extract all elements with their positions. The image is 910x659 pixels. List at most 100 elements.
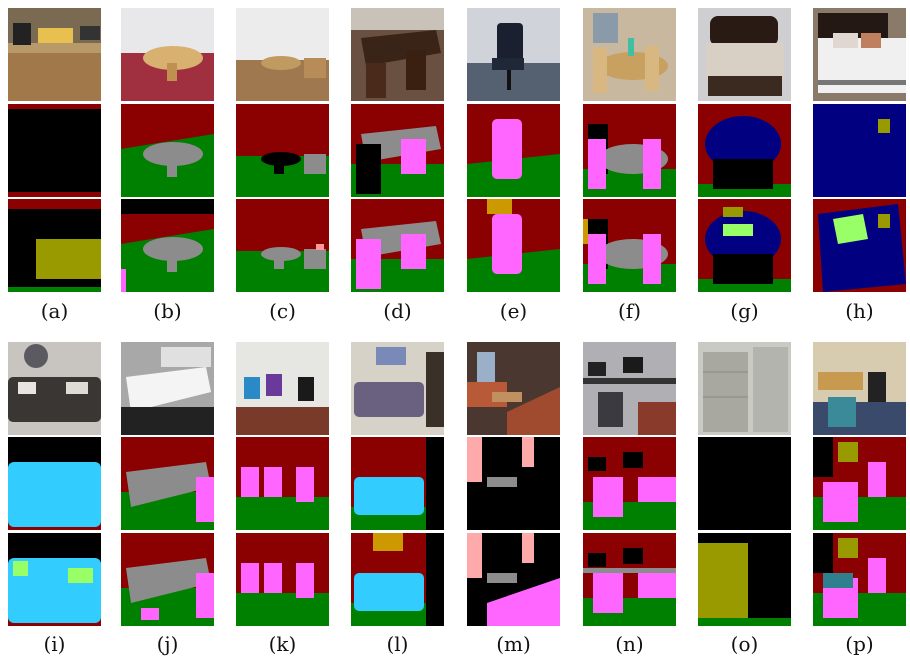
panel-photo-image — [236, 8, 329, 101]
panel-label: (e) — [499, 299, 528, 323]
panel-ground-truth-image — [583, 104, 676, 197]
panel-ground-truth — [467, 437, 560, 530]
panel-photo — [583, 8, 676, 101]
panel-prediction-image — [8, 533, 101, 626]
panel-ground-truth-image — [351, 104, 444, 197]
panel-prediction-image — [351, 533, 444, 626]
panel-prediction — [813, 533, 906, 626]
panel-prediction — [121, 199, 214, 292]
panel-prediction — [8, 533, 101, 626]
panel-prediction — [121, 533, 214, 626]
panel-photo — [813, 8, 906, 101]
panel-photo — [8, 8, 101, 101]
panel-ground-truth-image — [8, 437, 101, 530]
panel-ground-truth — [8, 104, 101, 197]
panel-ground-truth — [8, 437, 101, 530]
panel-photo-image — [698, 8, 791, 101]
panel-photo — [236, 342, 329, 435]
panel-ground-truth — [121, 437, 214, 530]
panel-photo — [351, 342, 444, 435]
panel-photo — [698, 8, 791, 101]
panel-prediction — [698, 199, 791, 292]
panel-prediction-image — [467, 533, 560, 626]
panel-label: (p) — [845, 632, 874, 656]
panel-ground-truth — [698, 104, 791, 197]
panel-photo — [121, 342, 214, 435]
panel-prediction — [236, 533, 329, 626]
panel-photo-image — [583, 8, 676, 101]
panel-ground-truth-image — [351, 437, 444, 530]
panel-prediction-image — [698, 533, 791, 626]
panel-label: (j) — [156, 632, 179, 656]
panel-ground-truth — [351, 104, 444, 197]
panel-prediction-image — [121, 533, 214, 626]
panel-label: (h) — [845, 299, 874, 323]
panel-photo-image — [351, 8, 444, 101]
panel-label: (l) — [386, 632, 409, 656]
panel-prediction — [813, 199, 906, 292]
panel-prediction — [583, 199, 676, 292]
panel-photo-image — [8, 8, 101, 101]
panel-label: (i) — [43, 632, 66, 656]
panel-ground-truth-image — [813, 437, 906, 530]
panel-ground-truth — [236, 104, 329, 197]
panel-photo-image — [813, 8, 906, 101]
panel-prediction — [698, 533, 791, 626]
panel-prediction-image — [121, 199, 214, 292]
panel-ground-truth-image — [583, 437, 676, 530]
panel-ground-truth — [583, 104, 676, 197]
panel-ground-truth — [813, 437, 906, 530]
panel-ground-truth-image — [467, 437, 560, 530]
panel-label: (d) — [383, 299, 412, 323]
panel-ground-truth — [121, 104, 214, 197]
panel-ground-truth-image — [698, 437, 791, 530]
panel-photo-image — [121, 8, 214, 101]
panel-ground-truth-image — [121, 104, 214, 197]
panel-ground-truth-image — [236, 437, 329, 530]
panel-photo — [813, 342, 906, 435]
panel-photo — [8, 342, 101, 435]
panel-ground-truth-image — [8, 104, 101, 197]
panel-prediction-image — [698, 199, 791, 292]
panel-photo-image — [8, 342, 101, 435]
panel-photo-image — [467, 342, 560, 435]
panel-photo — [467, 342, 560, 435]
panel-photo — [236, 8, 329, 101]
panel-prediction — [351, 199, 444, 292]
panel-label: (n) — [615, 632, 644, 656]
panel-ground-truth-image — [813, 104, 906, 197]
panel-label: (b) — [153, 299, 182, 323]
panel-photo — [121, 8, 214, 101]
panel-photo-image — [236, 342, 329, 435]
panel-prediction — [8, 199, 101, 292]
panel-photo — [351, 8, 444, 101]
panel-ground-truth — [467, 104, 560, 197]
panel-photo-image — [583, 342, 676, 435]
panel-prediction-image — [236, 199, 329, 292]
panel-label: (k) — [268, 632, 297, 656]
panel-ground-truth-image — [121, 437, 214, 530]
panel-label: (o) — [730, 632, 759, 656]
panel-photo-image — [351, 342, 444, 435]
panel-prediction — [583, 533, 676, 626]
panel-photo-image — [121, 342, 214, 435]
panel-prediction — [467, 533, 560, 626]
panel-prediction-image — [351, 199, 444, 292]
panel-ground-truth-image — [236, 104, 329, 197]
panel-photo-image — [698, 342, 791, 435]
panel-prediction — [467, 199, 560, 292]
panel-photo — [698, 342, 791, 435]
panel-label: (c) — [269, 299, 296, 323]
panel-ground-truth — [698, 437, 791, 530]
panel-photo-image — [813, 342, 906, 435]
panel-ground-truth-image — [467, 104, 560, 197]
panel-prediction-image — [813, 533, 906, 626]
panel-ground-truth — [236, 437, 329, 530]
panel-prediction-image — [813, 199, 906, 292]
panel-label: (a) — [40, 299, 69, 323]
panel-ground-truth-image — [698, 104, 791, 197]
panel-prediction-image — [8, 199, 101, 292]
panel-prediction — [351, 533, 444, 626]
panel-label: (g) — [730, 299, 759, 323]
